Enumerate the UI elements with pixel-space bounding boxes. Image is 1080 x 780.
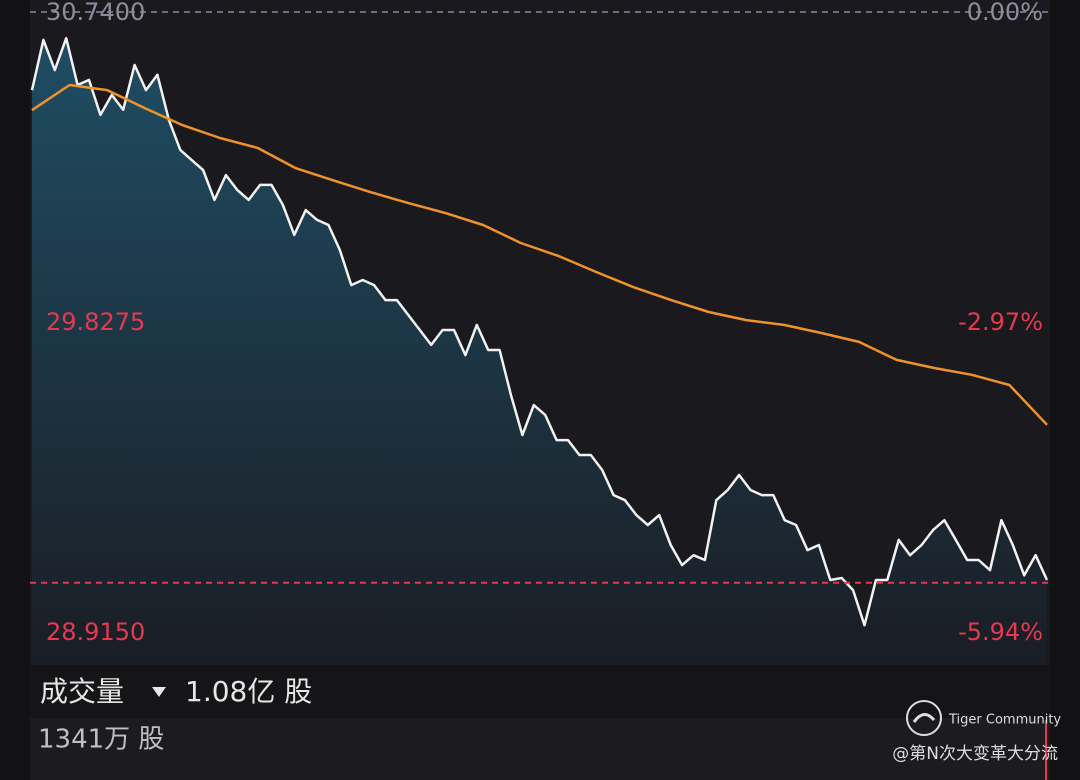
average-line xyxy=(31,83,1048,426)
watermark-brand: Tiger Community xyxy=(948,713,1061,728)
price-line xyxy=(30,36,1049,627)
volume-panel xyxy=(30,718,1050,780)
y-tick-label: 29.8275 xyxy=(46,308,145,336)
volume-total: 1.08亿 股 xyxy=(185,675,312,708)
watermark-author: @第N次大变革大分流 xyxy=(892,744,1058,764)
brand-logo-mark xyxy=(912,713,936,723)
y2-tick-label: -5.94% xyxy=(958,618,1043,646)
volume-label[interactable]: 成交量 xyxy=(40,675,124,708)
y2-tick-label: -2.97% xyxy=(958,308,1043,336)
y2-tick-label: 0.00% xyxy=(967,0,1043,26)
volume-header xyxy=(30,665,1050,718)
price-area xyxy=(32,38,1047,665)
y-tick-label: 28.9150 xyxy=(46,618,145,646)
y-tick-label: 30.7400 xyxy=(46,0,145,26)
volume-current: 1341万 股 xyxy=(38,725,164,755)
dropdown-arrow[interactable] xyxy=(152,687,166,697)
brand-logo xyxy=(906,700,942,736)
plot: 30.7400 29.8275 28.9150 0.00% -2.97% -5.94% xyxy=(30,0,1050,665)
